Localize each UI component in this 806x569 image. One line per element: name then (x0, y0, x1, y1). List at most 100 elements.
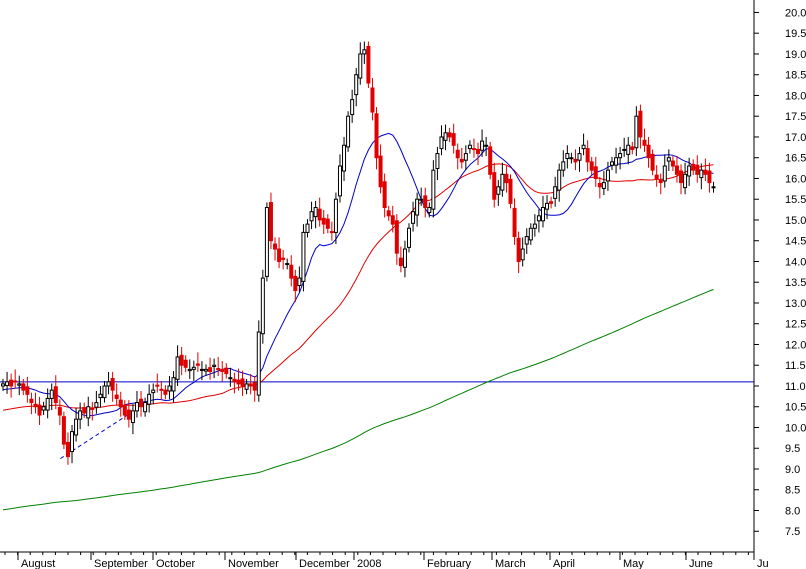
candle (622, 137, 627, 157)
y-tick-label: 11.0 (785, 381, 806, 393)
candle-body (691, 163, 696, 171)
y-tick-label: 12.0 (785, 339, 806, 351)
candle-body (435, 153, 440, 170)
candle (378, 144, 383, 194)
candle (402, 240, 407, 278)
candle (492, 162, 497, 208)
candle (260, 269, 265, 344)
y-tick-label: 9.5 (785, 443, 800, 455)
candle-body (512, 207, 517, 238)
candle (264, 202, 269, 282)
candle (520, 237, 525, 267)
candle-body (305, 223, 310, 233)
candle (337, 154, 342, 203)
trendline (60, 414, 128, 460)
candle (171, 371, 176, 403)
candle-body (256, 331, 261, 396)
candle-body (53, 386, 58, 404)
candle-body (605, 169, 610, 182)
candle-body (589, 161, 594, 171)
candle-body (496, 186, 501, 195)
y-tick-label: 17.0 (785, 132, 806, 144)
candle (37, 396, 42, 425)
y-tick-label: 9.0 (785, 464, 800, 476)
candle-body (147, 393, 152, 405)
candle-body (610, 161, 614, 166)
candle-body (236, 379, 241, 385)
candle-body (199, 368, 204, 371)
candle (512, 198, 517, 245)
candle-body (666, 157, 671, 162)
candle (463, 145, 468, 171)
candle (695, 155, 700, 183)
candle (212, 358, 217, 379)
candle-body (244, 383, 249, 390)
candle-body (707, 170, 712, 184)
candle (459, 147, 464, 169)
candle (699, 163, 704, 190)
candle (443, 124, 448, 151)
candle-body (94, 402, 99, 408)
candle (593, 156, 598, 187)
candle-body (208, 367, 213, 372)
candle-body (569, 157, 574, 160)
x-tick-label: August (21, 558, 55, 569)
candle-body (622, 148, 627, 151)
candle-body (13, 380, 18, 383)
candle (106, 371, 111, 395)
candle-body (545, 202, 550, 210)
candle-body (455, 149, 460, 159)
candle (662, 154, 667, 188)
candle (650, 149, 655, 176)
candle-body (74, 418, 79, 436)
candle (610, 156, 614, 171)
candle-body (439, 136, 444, 150)
y-tick-label: 18.5 (785, 70, 806, 82)
candle (411, 201, 416, 232)
candle (471, 138, 476, 158)
candle (65, 432, 70, 465)
candle (309, 201, 314, 230)
candle (703, 158, 708, 181)
candle-body (642, 139, 647, 146)
candle-body (29, 398, 34, 404)
candle-body (301, 231, 306, 282)
candle (658, 173, 663, 195)
candle-body (337, 165, 342, 197)
candle (577, 146, 582, 172)
candle-body (370, 87, 375, 113)
candle-body (565, 153, 570, 160)
candle (33, 392, 38, 414)
y-tick-label: 7.5 (785, 526, 800, 538)
candle (362, 41, 367, 64)
candle-body (297, 277, 302, 287)
candle-body (488, 146, 493, 175)
candle (21, 378, 26, 396)
candle (147, 384, 152, 413)
candle (382, 173, 387, 218)
candle (268, 192, 273, 250)
y-tick-label: 19.5 (785, 28, 806, 40)
candle-body (597, 182, 602, 188)
candle (524, 228, 529, 255)
candle-body (662, 165, 667, 182)
y-tick-label: 10.5 (785, 402, 806, 414)
y-tick-label: 13.0 (785, 298, 806, 310)
candle (707, 162, 712, 193)
candle-body (65, 441, 70, 458)
candle-body (268, 202, 273, 242)
candle-body (159, 388, 164, 391)
candle-body (329, 231, 334, 234)
y-tick-label: 10.0 (785, 422, 806, 434)
y-tick-label: 14.5 (785, 236, 806, 248)
candle-body (419, 198, 424, 201)
candle (29, 392, 34, 415)
candle (536, 209, 541, 233)
candle-body (451, 133, 456, 146)
candle (130, 404, 135, 435)
candle (488, 141, 493, 180)
candle-body (17, 383, 22, 386)
candle (45, 388, 50, 419)
candle (252, 376, 257, 402)
candle (431, 160, 436, 218)
